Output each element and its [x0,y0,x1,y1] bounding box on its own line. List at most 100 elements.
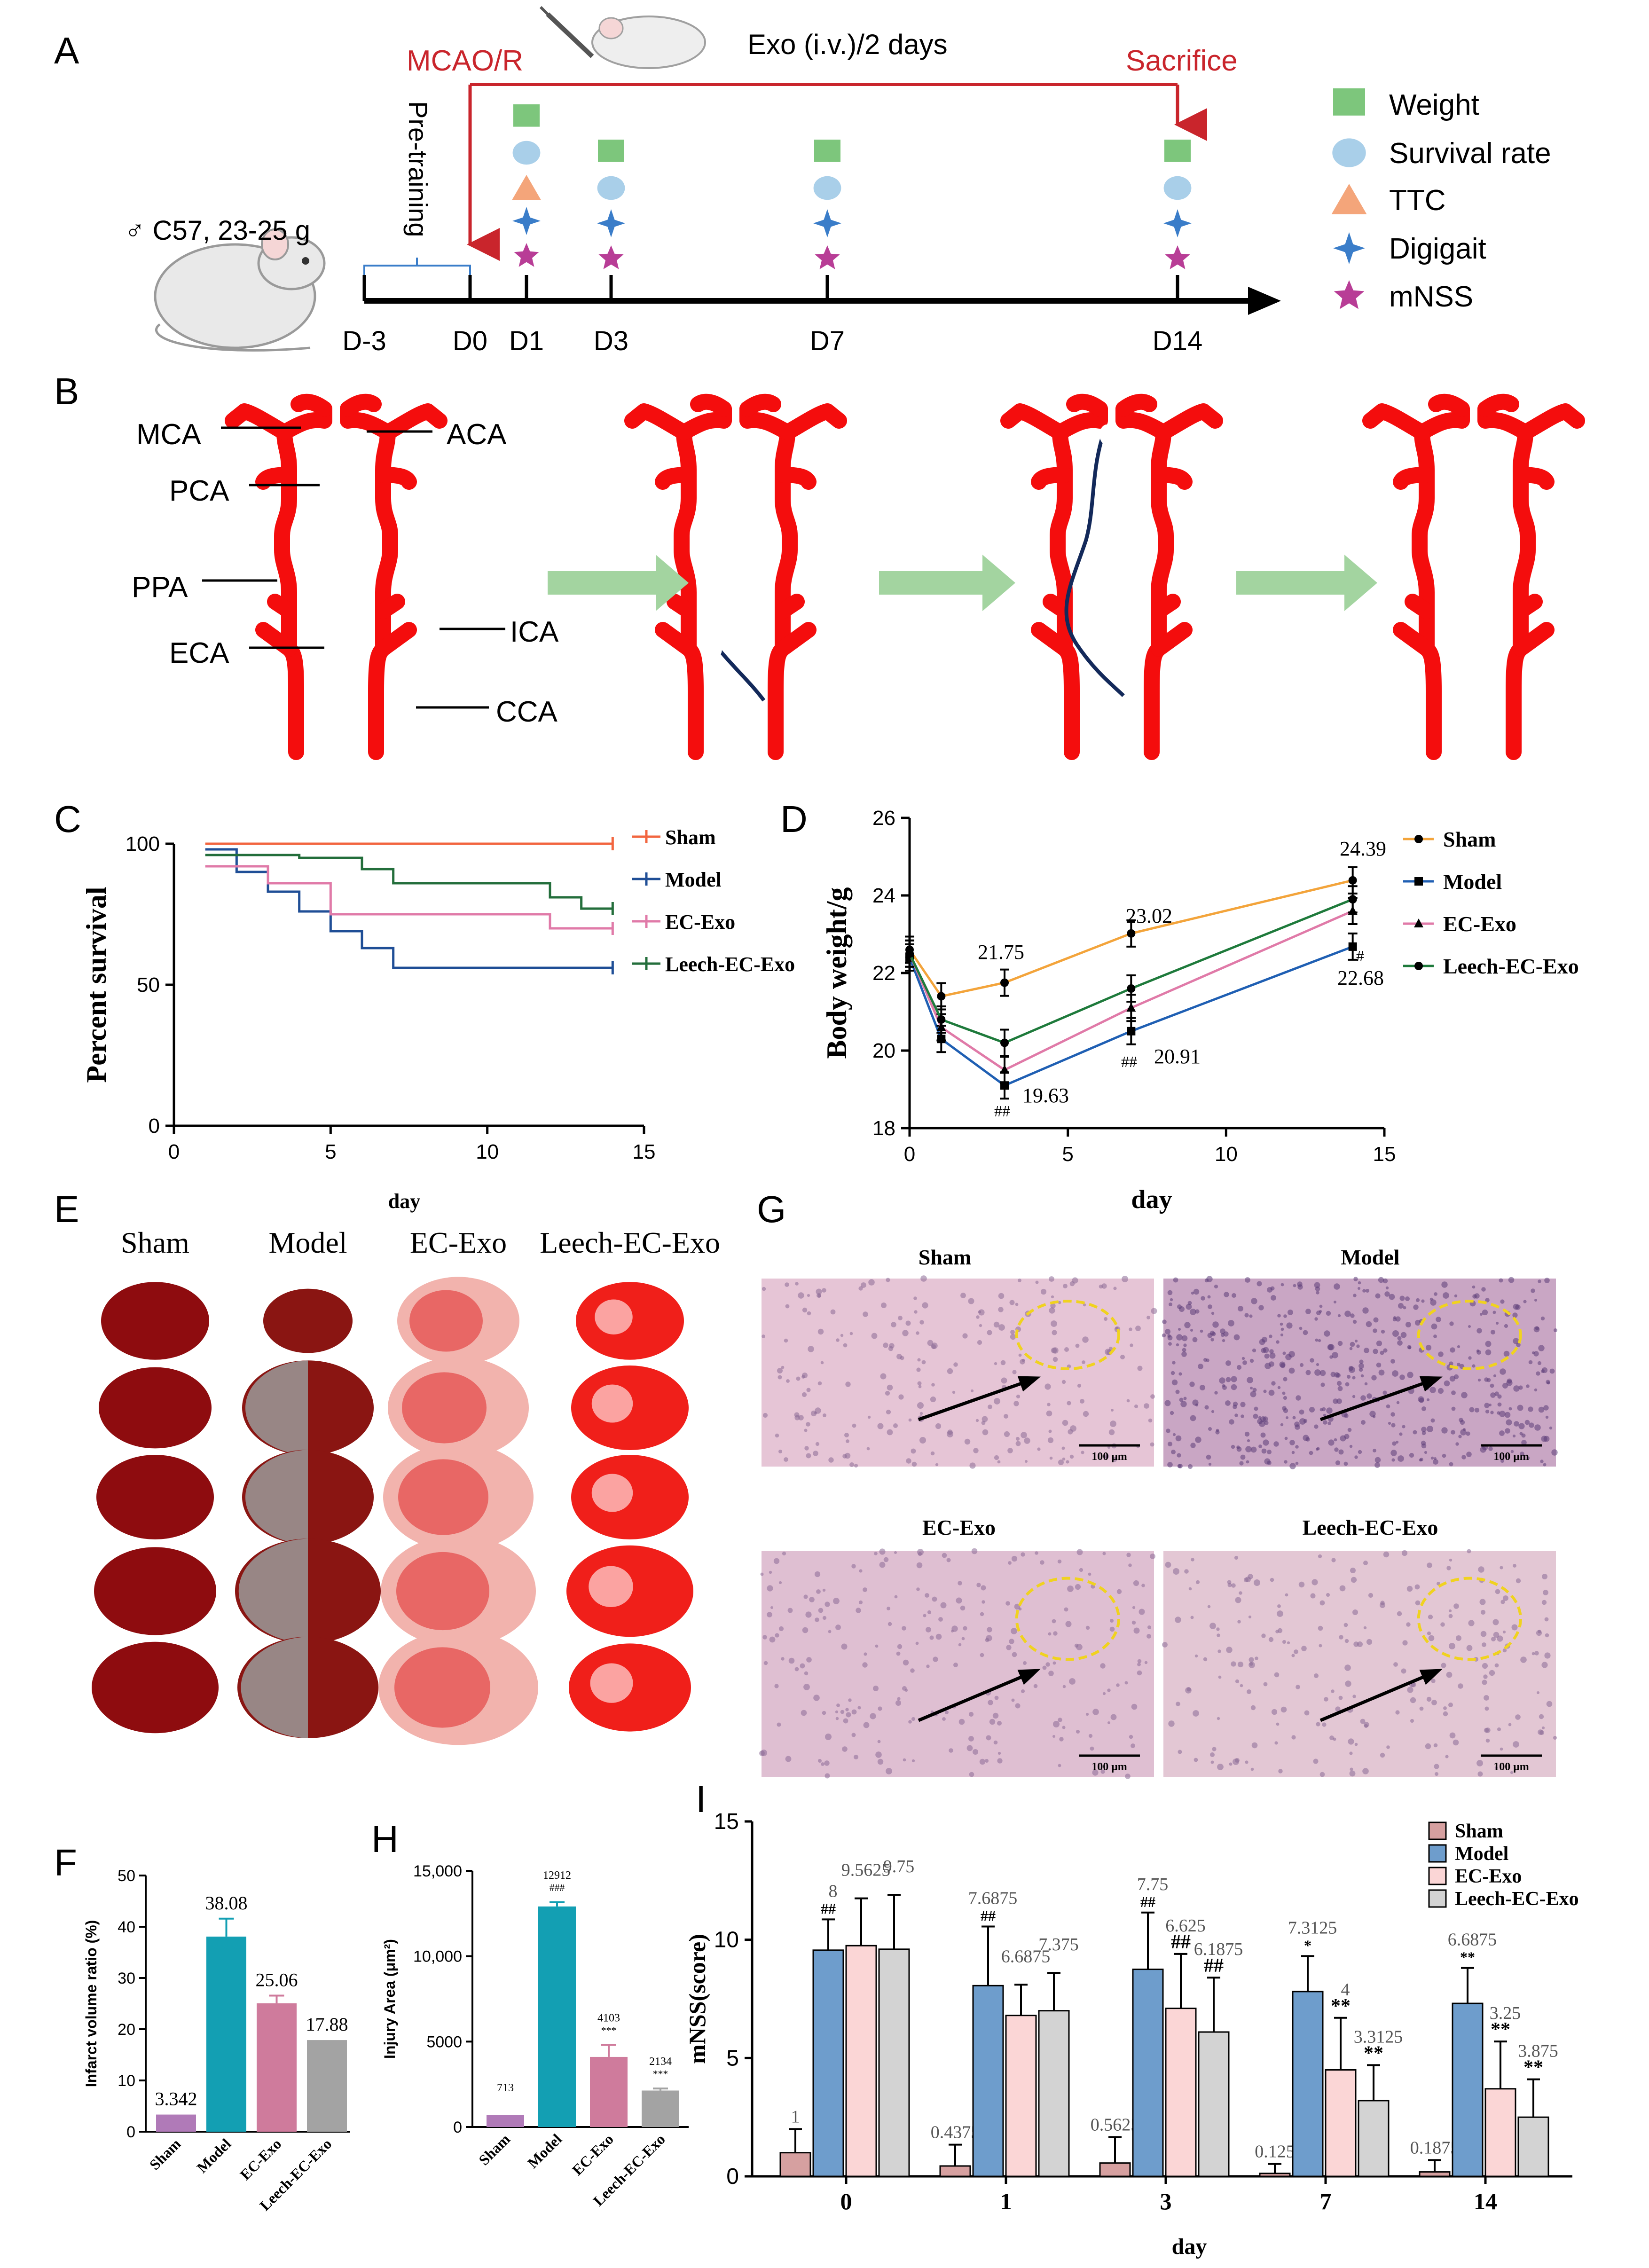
cell-nucleus [1314,1282,1320,1288]
cell-nucleus [1337,1314,1341,1318]
cell-nucleus [1362,1289,1366,1293]
cell-nucleus [1316,1311,1321,1315]
cell-nucleus [1352,1395,1356,1398]
cell-nucleus [1319,1600,1325,1606]
infarct-area [241,1637,308,1738]
slice-pale-region [591,1474,633,1512]
value-label: 4103 [597,2012,620,2024]
vessel-label-cca: CCA [496,696,558,728]
panel-label-b: B [54,370,79,412]
pointer-arrowhead [1419,1376,1443,1392]
y-tick-label: 50 [118,1867,135,1885]
cell-nucleus [1165,1329,1170,1334]
legend-mnss-label: mNSS [1389,281,1473,313]
cell-nucleus [1382,1390,1387,1395]
cell-nucleus [1295,1461,1299,1465]
cell-nucleus [1524,1420,1530,1425]
cell-nucleus [997,1758,1003,1764]
cell-nucleus [1444,1380,1450,1387]
cell-nucleus [879,1548,886,1555]
x-tick-label: 7 [1320,2188,1332,2214]
cell-nucleus [1280,1706,1287,1713]
cell-nucleus [767,1585,773,1592]
cell-nucleus [886,1278,890,1282]
cell-nucleus [1350,1767,1353,1771]
cell-nucleus [1380,1350,1384,1355]
bar-leech-ec-exo-day3 [1198,2031,1230,2177]
cell-nucleus [1426,1696,1432,1702]
cell-nucleus [947,1431,953,1437]
cell-nucleus [1319,1304,1323,1308]
highlight-circle [1015,1300,1120,1370]
cell-nucleus [963,1626,967,1631]
y-tick-label: 24 [872,884,895,907]
cell-nucleus [1200,1329,1203,1333]
cell-nucleus [1529,1422,1534,1428]
cell-nucleus [777,1368,783,1373]
cell-nucleus [863,1722,870,1728]
vessel-path [1043,594,1181,619]
cell-nucleus [1537,1361,1542,1366]
vessel-path [267,594,405,619]
x-tick-label: 5 [325,1140,336,1163]
cell-nucleus [1328,1344,1335,1350]
pretraining-label: Pre-training [403,101,433,237]
cell-nucleus [1390,1359,1395,1364]
cell-nucleus [851,1564,856,1569]
cell-nucleus [1088,1572,1091,1576]
cell-nucleus [1110,1619,1114,1623]
vessel-path [667,594,805,619]
cell-nucleus [1222,1339,1225,1342]
bar-model-day14 [1452,2002,1484,2177]
cell-nucleus [1048,1632,1052,1636]
slice-tissue [99,1367,212,1449]
cell-nucleus [1384,1291,1390,1297]
cell-nucleus [1344,1311,1351,1317]
cell-nucleus [969,1462,976,1469]
cell-nucleus [919,1437,926,1444]
sig-label: ## [821,1900,836,1917]
cell-nucleus [1543,1590,1548,1595]
cell-nucleus [1391,1458,1395,1462]
cell-nucleus [801,1710,807,1716]
legend-weight-label: Weight [1389,89,1479,121]
cell-nucleus [1210,1338,1214,1342]
cell-nucleus [1358,1450,1362,1454]
cell-nucleus [1324,1697,1328,1702]
cell-nucleus [1253,1413,1258,1419]
cell-nucleus [1360,1374,1364,1378]
cell-nucleus [1463,1428,1466,1431]
cell-nucleus [1386,1745,1390,1749]
cell-nucleus [1364,1724,1368,1728]
scale-bar-label: 100 μm [1493,1761,1529,1773]
cell-nucleus [1472,1364,1476,1368]
cell-nucleus [1288,1310,1293,1315]
brain-slice [576,1282,684,1360]
cell-nucleus [806,1453,811,1459]
pointer-arrowhead [1017,1669,1041,1685]
x-tick-label: 0 [168,1140,180,1163]
legend-survival-marker [1332,138,1366,167]
cell-nucleus [1349,1770,1356,1777]
cell-nucleus [1520,1656,1527,1663]
cell-nucleus [888,1346,894,1351]
cell-nucleus [905,1320,911,1326]
panel-label-a: A [54,30,79,71]
cell-nucleus [1409,1452,1414,1458]
cell-nucleus [1353,1294,1357,1297]
cell-nucleus [1062,1457,1066,1461]
slice-tissue [96,1455,214,1539]
cell-nucleus [1403,1306,1406,1310]
pointer-arrow [918,1376,1037,1421]
mnss-marker [815,245,840,269]
cell-nucleus [1397,1340,1403,1346]
cell-nucleus [864,1652,867,1656]
cell-nucleus [916,1367,921,1372]
cell-nucleus [1454,1294,1458,1298]
cell-nucleus [1319,1644,1322,1648]
vessel-label-aca: ACA [447,418,507,451]
sig-annotation: ## [1121,1053,1137,1071]
cell-nucleus [1390,1450,1397,1456]
cell-nucleus [893,1423,898,1428]
cell-nucleus [1069,1454,1074,1459]
